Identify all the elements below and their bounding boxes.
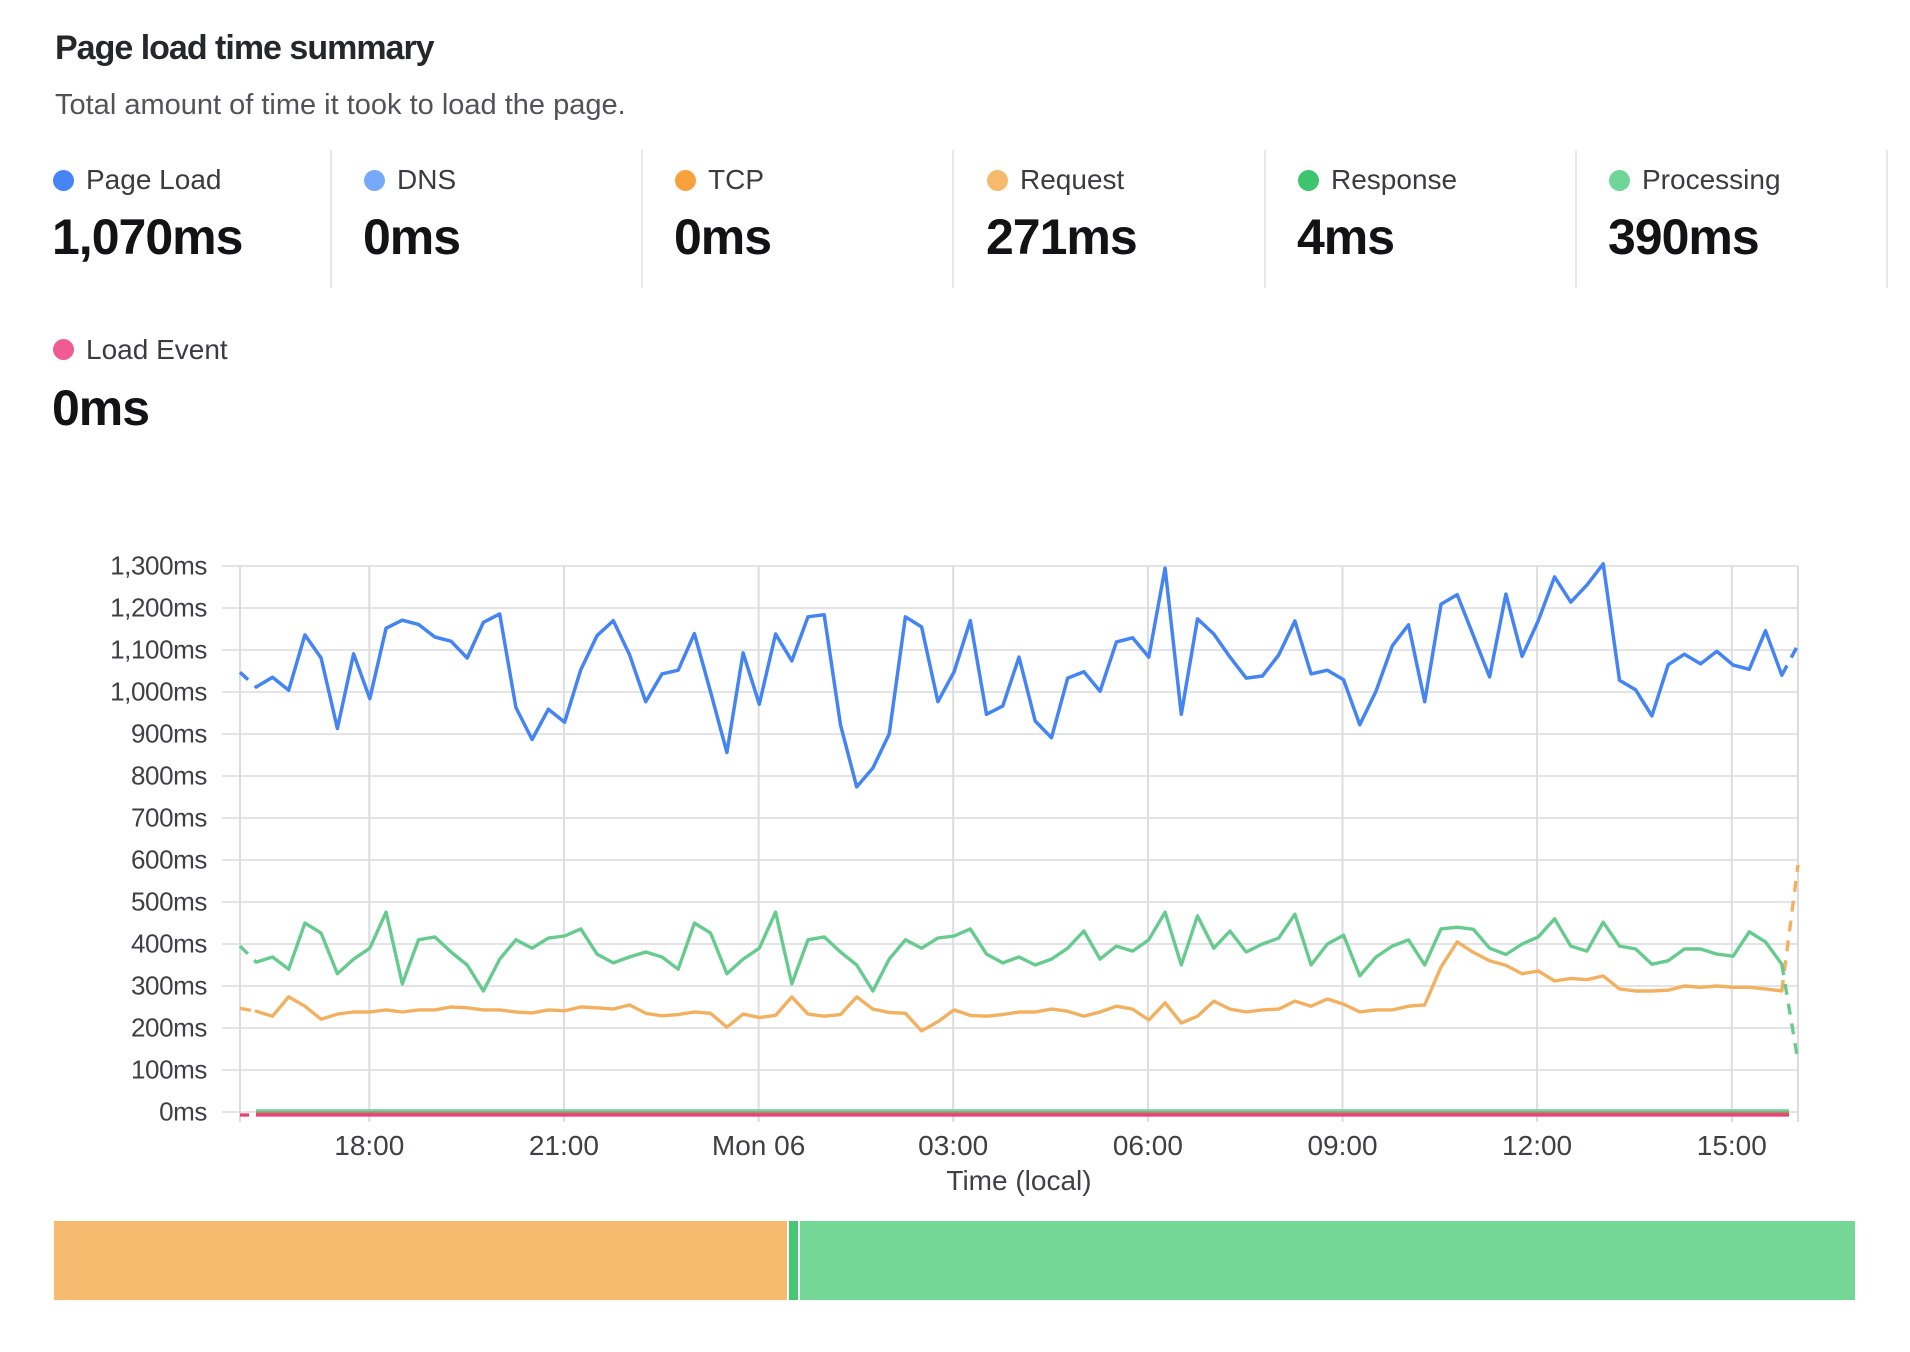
svg-text:200ms: 200ms — [131, 1013, 207, 1043]
svg-text:18:00: 18:00 — [334, 1130, 404, 1161]
svg-text:500ms: 500ms — [131, 887, 207, 917]
svg-text:06:00: 06:00 — [1113, 1130, 1183, 1161]
svg-text:1,000ms: 1,000ms — [110, 677, 207, 707]
svg-text:12:00: 12:00 — [1502, 1130, 1572, 1161]
svg-text:Time (local): Time (local) — [946, 1165, 1091, 1196]
svg-text:Mon 06: Mon 06 — [712, 1130, 805, 1161]
svg-text:21:00: 21:00 — [529, 1130, 599, 1161]
svg-text:09:00: 09:00 — [1307, 1130, 1377, 1161]
svg-text:1,100ms: 1,100ms — [110, 635, 207, 665]
svg-text:900ms: 900ms — [131, 719, 207, 749]
svg-text:400ms: 400ms — [131, 929, 207, 959]
svg-text:600ms: 600ms — [131, 845, 207, 875]
svg-text:700ms: 700ms — [131, 803, 207, 833]
svg-text:100ms: 100ms — [131, 1055, 207, 1085]
svg-text:15:00: 15:00 — [1697, 1130, 1767, 1161]
svg-text:800ms: 800ms — [131, 761, 207, 791]
svg-text:1,300ms: 1,300ms — [110, 551, 207, 581]
svg-text:300ms: 300ms — [131, 971, 207, 1001]
svg-text:0ms: 0ms — [159, 1097, 207, 1127]
svg-text:1,200ms: 1,200ms — [110, 593, 207, 623]
svg-text:03:00: 03:00 — [918, 1130, 988, 1161]
